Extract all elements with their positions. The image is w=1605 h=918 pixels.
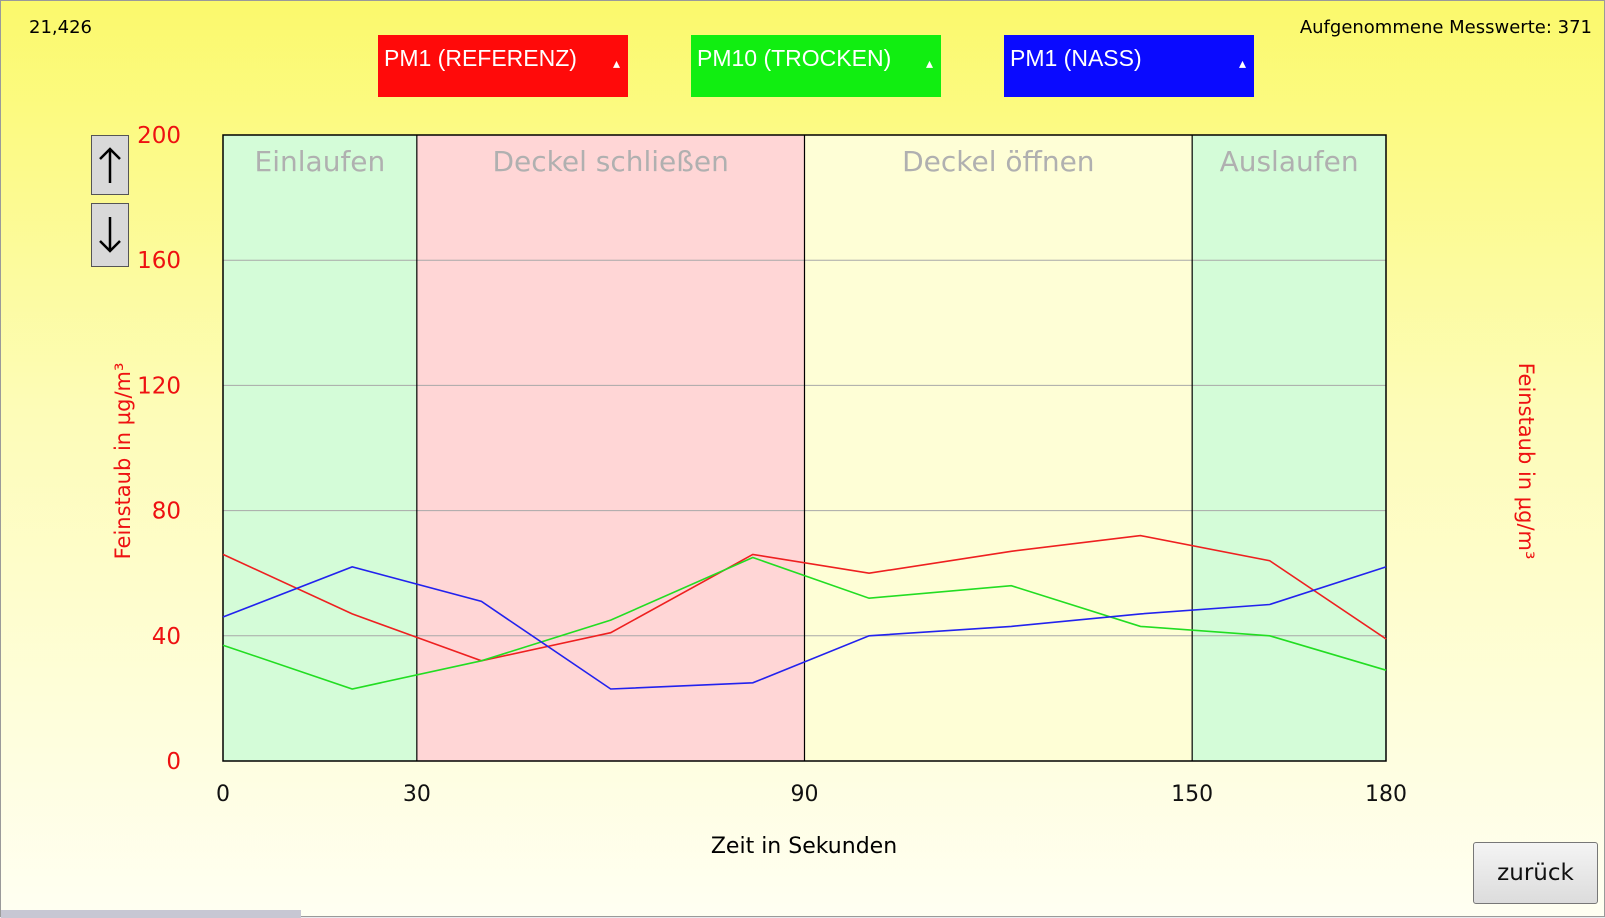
series-line-3 (222, 566, 1387, 690)
phase-band (416, 135, 805, 761)
x-tick-label: 180 (1365, 782, 1407, 807)
phase-band (1192, 135, 1386, 761)
series-selector-3[interactable]: PM1 (NASS) ▴ (1004, 35, 1254, 97)
scale-up-button[interactable] (91, 135, 129, 195)
series-line-2 (222, 556, 1387, 690)
y-tick-label: 160 (137, 248, 181, 274)
y-axis-title-right: Feinstaub in µg/m³ (1514, 363, 1538, 560)
dropdown-caret-icon: ▴ (925, 55, 933, 71)
x-tick-label: 90 (791, 782, 819, 807)
x-axis-title: Zeit in Sekunden (711, 834, 897, 859)
arrow-up-icon (99, 147, 121, 183)
phase-label: Einlaufen (255, 145, 386, 178)
series-line-1 (222, 534, 1387, 662)
scale-down-button[interactable] (91, 203, 129, 267)
phase-label: Auslaufen (1220, 145, 1359, 178)
y-tick-label: 80 (152, 499, 181, 525)
dropdown-caret-icon: ▴ (1238, 55, 1246, 71)
x-tick-label: 150 (1171, 782, 1213, 807)
y-tick-label: 40 (152, 624, 181, 650)
y-tick-label: 0 (166, 749, 181, 775)
series-selector-1-label: PM1 (REFERENZ) (384, 45, 577, 71)
sample-count-label: Aufgenommene Messwerte: 371 (1299, 17, 1592, 38)
cursor-value-readout: 21,426 (29, 17, 92, 38)
y-tick-label: 120 (137, 373, 181, 399)
phase-label: Deckel schließen (492, 145, 728, 178)
x-tick-label: 30 (403, 782, 431, 807)
back-button[interactable]: zurück (1473, 842, 1598, 904)
dropdown-caret-icon: ▴ (612, 55, 620, 71)
y-tick-label: 200 (137, 123, 181, 149)
series-selector-2[interactable]: PM10 (TROCKEN) ▴ (691, 35, 941, 97)
window-edge (1, 910, 301, 918)
plot-frame (222, 134, 1387, 762)
series-selector-3-label: PM1 (NASS) (1010, 45, 1142, 71)
series-selector-2-label: PM10 (TROCKEN) (697, 45, 892, 71)
x-tick-label: 0 (216, 782, 230, 807)
series-selector-1[interactable]: PM1 (REFERENZ) ▴ (378, 35, 628, 97)
phase-label: Deckel öffnen (902, 145, 1094, 178)
phase-band (804, 135, 1193, 761)
y-axis-title-left: Feinstaub in µg/m³ (111, 363, 135, 560)
arrow-down-icon (99, 217, 121, 253)
phase-band (223, 135, 417, 761)
